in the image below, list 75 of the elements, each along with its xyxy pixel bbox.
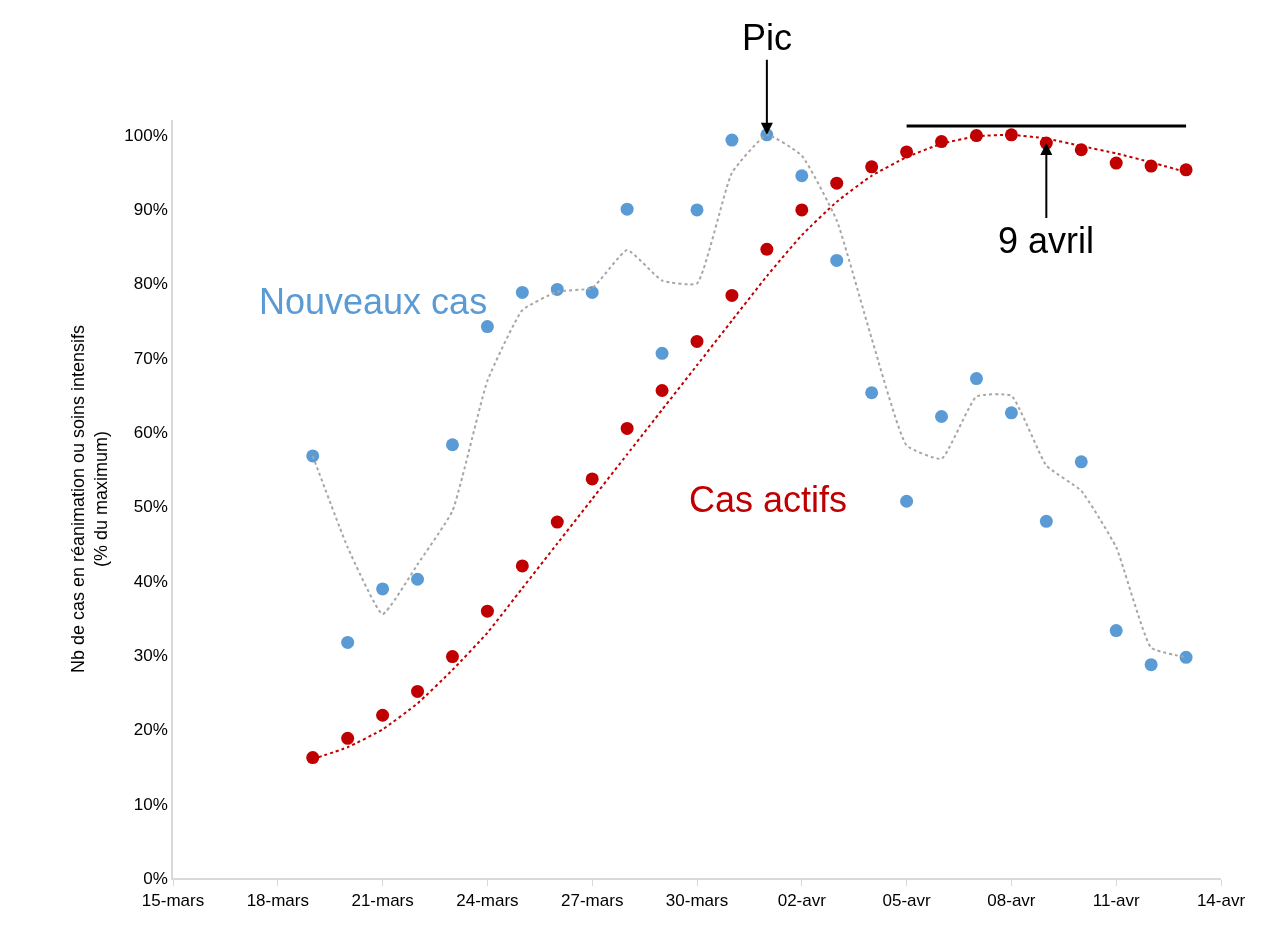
point xyxy=(795,169,809,183)
point xyxy=(480,604,494,618)
point xyxy=(620,421,634,435)
point xyxy=(1179,163,1193,177)
text: Cas actifs xyxy=(689,479,848,520)
y-tick-label: 10% xyxy=(133,794,168,814)
point xyxy=(480,320,494,334)
x-tick-label: 18-mars xyxy=(246,891,309,911)
point xyxy=(515,285,529,299)
point xyxy=(306,751,320,765)
point xyxy=(1109,156,1123,170)
point xyxy=(515,559,529,573)
point xyxy=(690,334,704,348)
point xyxy=(411,572,425,586)
x-tick-label: 05-avr xyxy=(882,891,932,911)
annotation: 9 avril xyxy=(998,220,1095,261)
point xyxy=(830,253,844,267)
point xyxy=(830,176,844,190)
point xyxy=(585,285,599,299)
y-tick-label: 80% xyxy=(133,274,168,294)
series-label: Nouveaux cas xyxy=(259,281,488,322)
point xyxy=(865,160,879,174)
point xyxy=(760,242,774,256)
point xyxy=(935,135,949,149)
point xyxy=(795,203,809,217)
point xyxy=(935,410,949,423)
point xyxy=(341,731,355,745)
y-tick-label: 70% xyxy=(133,348,168,368)
annotation: Pic xyxy=(742,17,793,58)
y-tick-label: 60% xyxy=(133,423,168,443)
point xyxy=(341,635,355,649)
y-tick-label: 20% xyxy=(133,720,168,740)
x-tick-label: 02-avr xyxy=(777,891,827,911)
point xyxy=(376,708,390,722)
point xyxy=(725,133,739,147)
point xyxy=(655,346,669,360)
point xyxy=(550,515,564,529)
point xyxy=(655,384,669,397)
point xyxy=(969,129,983,143)
y-tick-label: 30% xyxy=(133,646,168,666)
point xyxy=(900,145,914,159)
y-tick-label: 90% xyxy=(133,200,168,220)
y-tick-label: 100% xyxy=(124,125,168,145)
point xyxy=(1179,650,1193,664)
point xyxy=(969,372,983,386)
point xyxy=(585,472,599,486)
point xyxy=(411,684,425,698)
point xyxy=(725,288,739,302)
point xyxy=(1039,514,1053,528)
point xyxy=(1144,658,1158,672)
y-tick-label: 0% xyxy=(143,868,168,888)
point xyxy=(306,449,320,463)
point xyxy=(376,582,390,596)
x-tick-label: 08-avr xyxy=(987,891,1036,911)
y-axis-title: Nb de cas en réanimation ou soins intensifs (% du maximum) xyxy=(67,324,112,674)
point xyxy=(445,650,459,664)
point xyxy=(1109,624,1123,638)
x-tick-label: 30-mars xyxy=(665,891,729,911)
point xyxy=(900,494,914,508)
y-tick-label: 50% xyxy=(133,497,168,517)
x-tick-label: 24-mars xyxy=(456,891,519,911)
x-tick-label: 14-avr xyxy=(1196,891,1246,911)
point xyxy=(1074,143,1088,157)
x-tick-label: 27-mars xyxy=(561,891,624,911)
point xyxy=(550,282,564,296)
point xyxy=(690,203,704,217)
point xyxy=(445,438,459,452)
x-tick-label: 15-mars xyxy=(141,891,205,911)
x-tick-label: 21-mars xyxy=(351,891,414,911)
point xyxy=(1074,455,1088,469)
point xyxy=(1004,406,1018,420)
point xyxy=(620,202,634,216)
y-tick-label: 40% xyxy=(133,571,168,591)
point xyxy=(865,386,879,400)
x-tick-label: 11-avr xyxy=(1092,891,1140,911)
